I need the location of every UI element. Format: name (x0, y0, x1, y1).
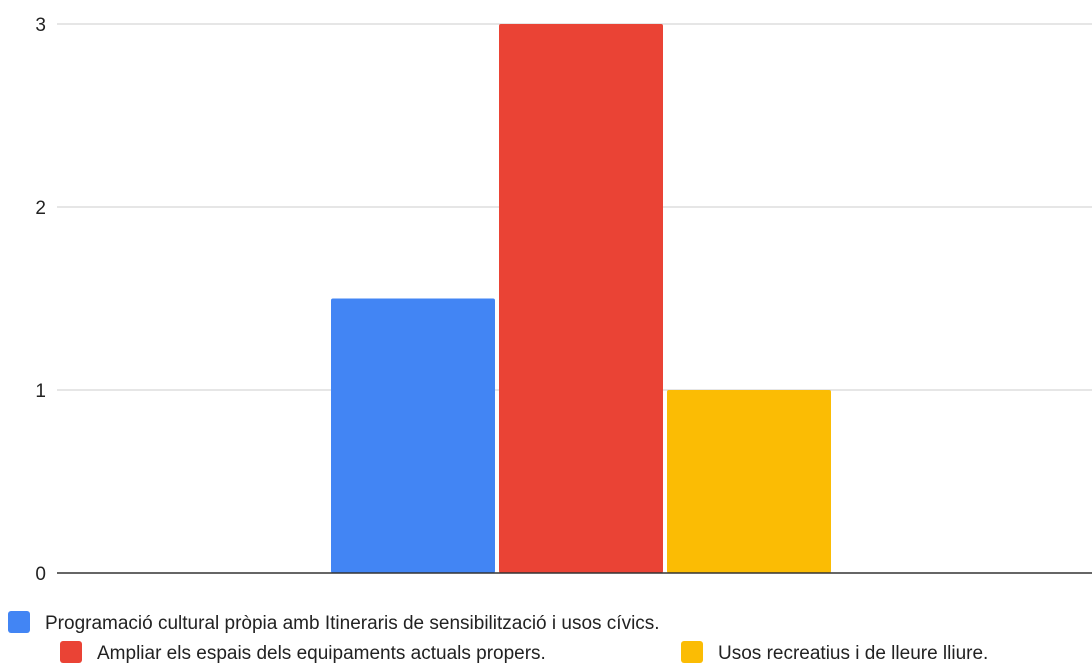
legend-item-1: Programació cultural pròpia amb Itinerar… (8, 611, 660, 634)
bar-series-1 (331, 299, 495, 574)
y-tick-label: 1 (35, 381, 46, 402)
bar-series-3 (667, 390, 831, 573)
bar-series-2 (499, 24, 663, 573)
legend-item-3: Usos recreatius i de lleure lliure. (681, 641, 988, 663)
legend: Programació cultural pròpia amb Itinerar… (8, 611, 988, 663)
legend-label: Programació cultural pròpia amb Itinerar… (45, 613, 660, 634)
legend-item-2: Ampliar els espais dels equipaments actu… (60, 641, 546, 663)
y-tick-label: 3 (35, 15, 46, 36)
legend-swatch (681, 641, 703, 663)
y-tick-label: 2 (35, 198, 46, 219)
bars (331, 24, 831, 573)
legend-swatch (8, 611, 30, 633)
y-axis-tick-labels: 0 1 2 3 (35, 15, 46, 585)
legend-label: Usos recreatius i de lleure lliure. (718, 643, 988, 663)
y-tick-label: 0 (35, 564, 46, 585)
legend-swatch (60, 641, 82, 663)
legend-label: Ampliar els espais dels equipaments actu… (97, 643, 546, 663)
